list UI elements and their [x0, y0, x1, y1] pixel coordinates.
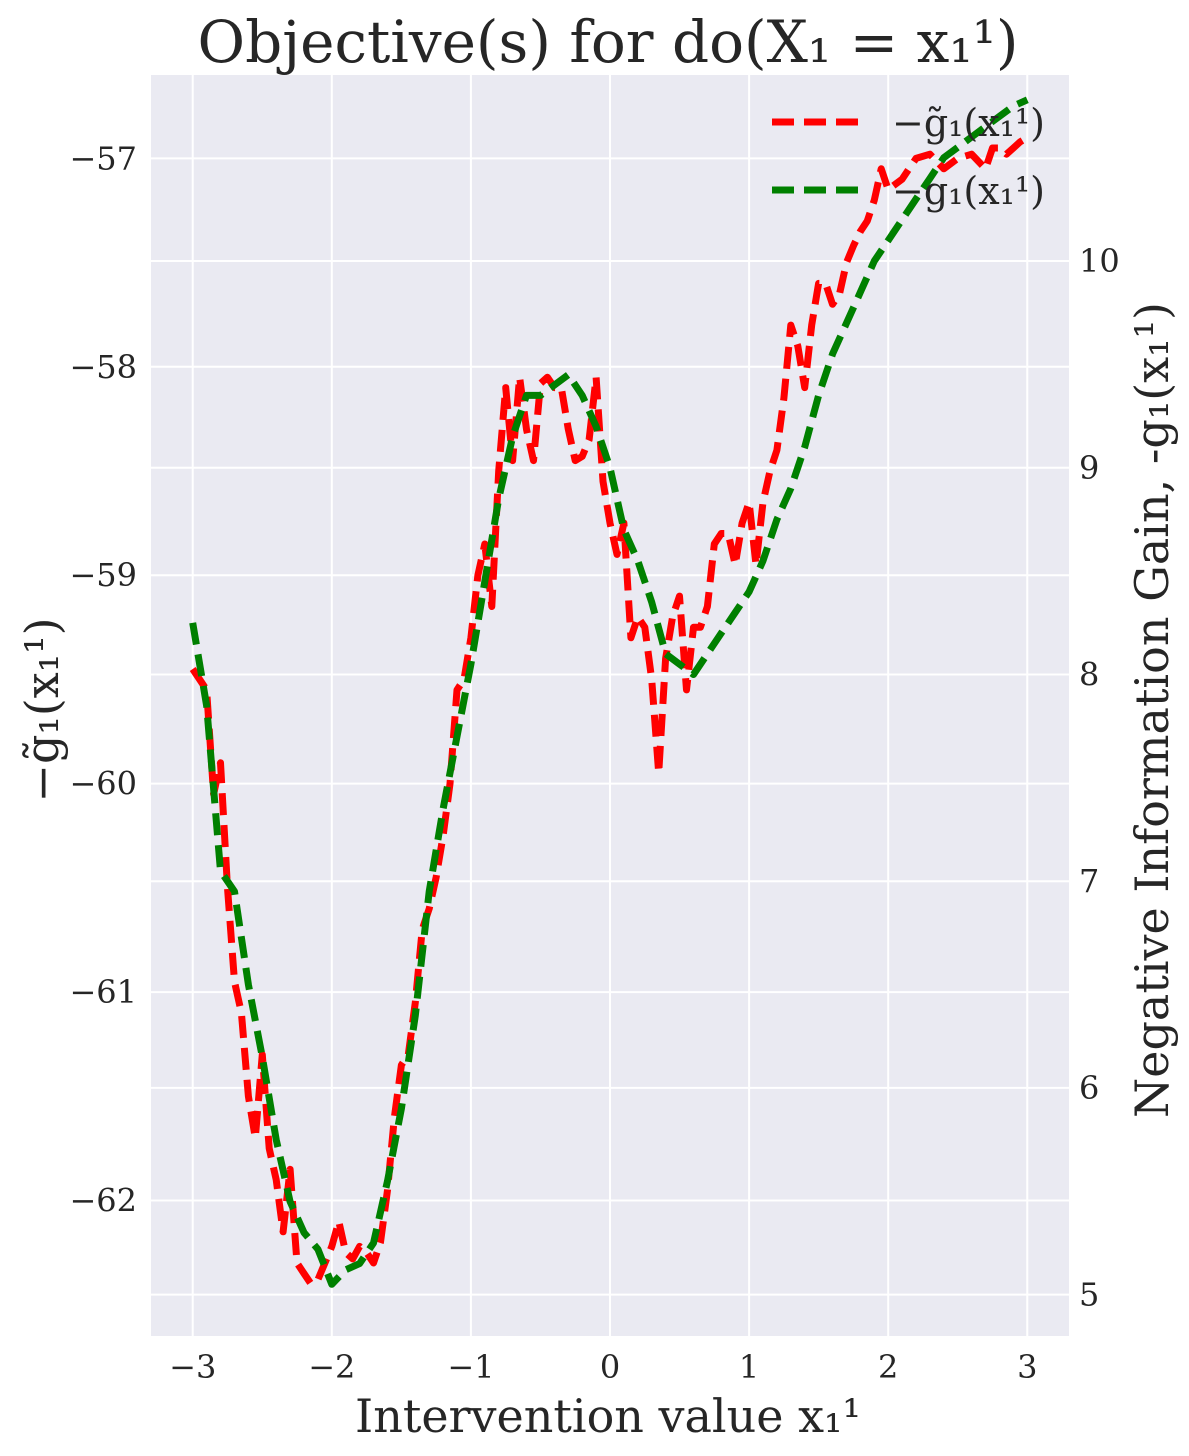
y-left-tick-label: −58 [69, 348, 137, 386]
ticks-layer: −3 −2 −1 0 1 2 3 −62 −61 −60 −59 −58 −57 5 6 7 8 9 10 [69, 139, 1119, 1386]
x-tick-label: 2 [878, 1348, 898, 1386]
y-left-tick-label: −59 [69, 556, 137, 594]
x-axis-label: Intervention value x₁¹ [355, 1389, 861, 1443]
y-left-tick-label: −62 [69, 1182, 137, 1220]
y-right-tick-label: 7 [1079, 862, 1099, 900]
y-left-tick-label: −60 [69, 765, 137, 803]
legend: −g̃₁(x₁¹) −g₁(x₁¹) [772, 101, 1045, 213]
x-tick-label: 0 [600, 1348, 620, 1386]
legend-label-green: −g₁(x₁¹) [892, 169, 1045, 213]
legend-label-red: −g̃₁(x₁¹) [892, 101, 1045, 145]
title-text: Objective(s) for do(X₁ = x₁¹) [198, 8, 1019, 76]
series-line-green [189, 96, 1029, 1288]
chart-title: Objective(s) for do(X₁ = x₁¹) [198, 8, 1019, 76]
x-tick-label: 3 [1017, 1348, 1037, 1386]
y-axis-label-left: −g̃₁(x₁¹) [15, 617, 69, 802]
x-tick-label: −3 [169, 1348, 216, 1386]
x-tick-label: −2 [308, 1348, 355, 1386]
y-left-tick-label: −61 [69, 973, 137, 1011]
y-right-tick-label: 8 [1079, 655, 1099, 693]
y-right-tick-label: 5 [1079, 1276, 1099, 1314]
gridlines [151, 75, 1069, 1336]
x-tick-label: −1 [447, 1348, 494, 1386]
y-right-tick-label: 10 [1079, 242, 1120, 280]
y-left-tick-label: −57 [69, 139, 137, 177]
series-line-red [189, 134, 1030, 1288]
y-axis-label-right: Negative Information Gain, -g₁(x₁¹) [1125, 302, 1179, 1118]
x-tick-label: 1 [739, 1348, 759, 1386]
series-layer [189, 96, 1030, 1288]
y-right-tick-label: 9 [1079, 449, 1099, 487]
y-right-tick-label: 6 [1079, 1069, 1099, 1107]
